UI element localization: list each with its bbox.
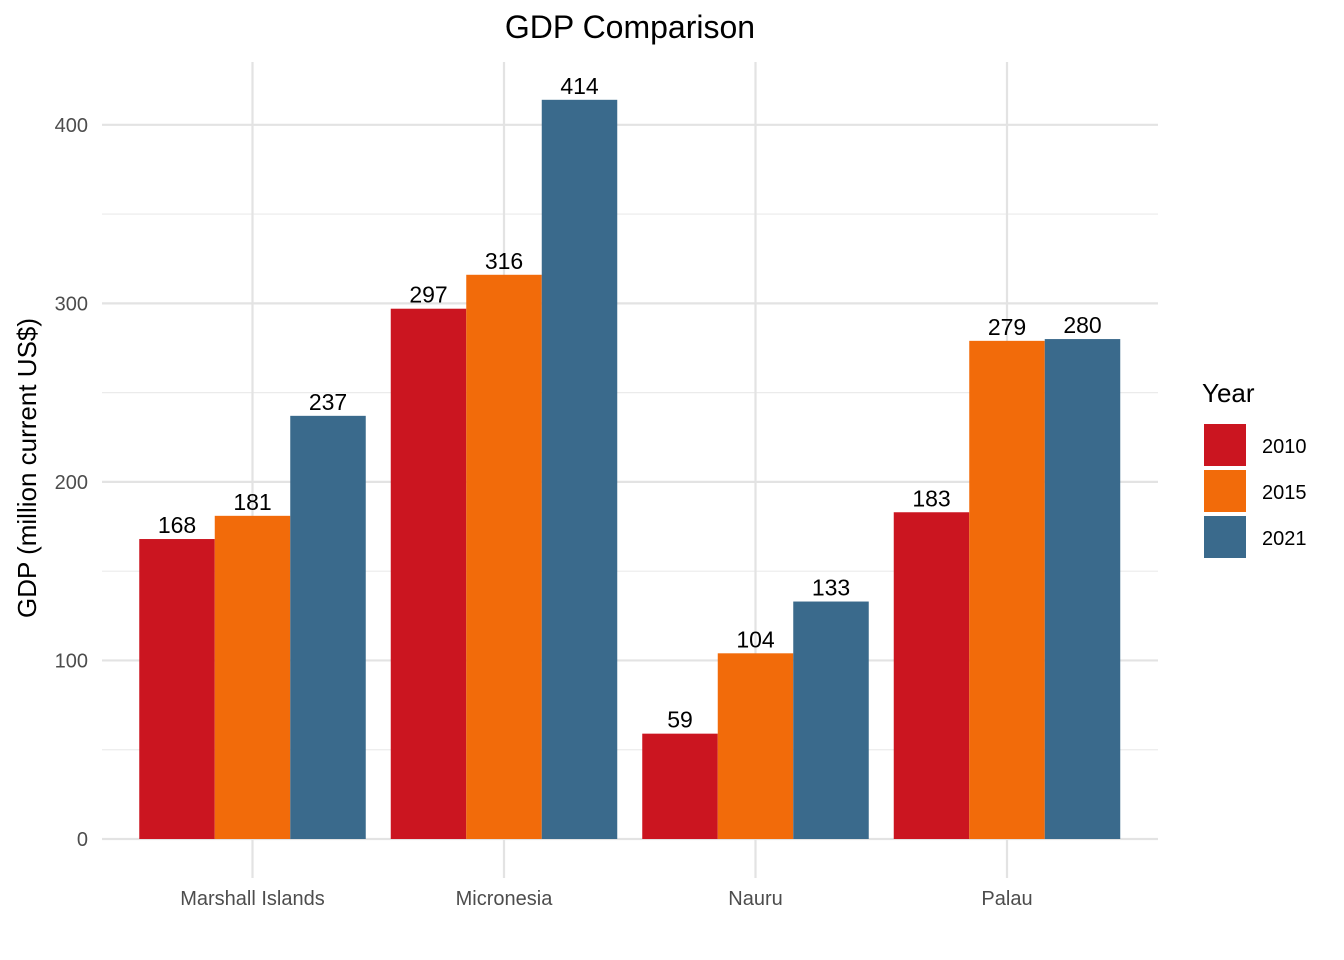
y-axis-label: GDP (million current US$)	[12, 318, 42, 618]
data-label: 59	[667, 707, 693, 733]
data-label: 279	[988, 314, 1026, 340]
bar-2010	[893, 512, 970, 839]
y-tick-label: 0	[77, 829, 88, 851]
x-tick-label: Palau	[981, 888, 1032, 910]
bar-2015	[466, 274, 542, 840]
bar-2015	[969, 340, 1045, 839]
bar-2015	[214, 515, 291, 839]
legend-label: 2015	[1262, 482, 1307, 504]
legend-key-2021	[1204, 516, 1246, 558]
y-tick-label: 300	[55, 293, 88, 315]
data-labels: 168 297 59 183 181 316 104 279 237 414 133 280	[158, 73, 1102, 733]
data-label: 414	[560, 73, 599, 99]
legend-key-2010	[1204, 424, 1246, 466]
y-tick-label: 200	[55, 472, 88, 494]
legend-title: Year	[1202, 378, 1255, 408]
x-tick-label: Nauru	[728, 888, 782, 910]
x-tick-label: Marshall Islands	[180, 888, 325, 910]
bar-2010	[642, 733, 718, 839]
data-label: 104	[736, 626, 775, 652]
y-tick-label: 100	[55, 650, 88, 672]
bar-2015	[717, 653, 794, 839]
data-label: 181	[233, 489, 271, 515]
data-label: 133	[812, 575, 850, 601]
data-label: 297	[409, 282, 447, 308]
data-label: 316	[485, 248, 523, 274]
data-label: 237	[309, 389, 347, 415]
bar-2010	[390, 308, 467, 839]
x-tick-label: Micronesia	[456, 888, 554, 910]
data-label: 183	[912, 485, 950, 511]
legend-key-2015	[1204, 470, 1246, 512]
bar-2010	[139, 539, 215, 839]
legend-label: 2021	[1262, 528, 1307, 550]
data-label: 168	[158, 512, 196, 538]
legend-label: 2010	[1262, 436, 1307, 458]
axes: 0 100 200 300 400 Marshall Islands Micronesia N…	[55, 115, 1033, 910]
data-label: 280	[1063, 312, 1101, 338]
bar-2021	[290, 415, 366, 839]
chart-title: GDP Comparison	[505, 9, 755, 45]
bar-2021	[793, 601, 869, 839]
y-tick-label: 400	[55, 115, 88, 137]
bar-2021	[1044, 339, 1121, 839]
bars	[139, 99, 1121, 840]
legend: Year 2010 2015 2021	[1202, 378, 1307, 558]
bar-2021	[541, 99, 618, 840]
